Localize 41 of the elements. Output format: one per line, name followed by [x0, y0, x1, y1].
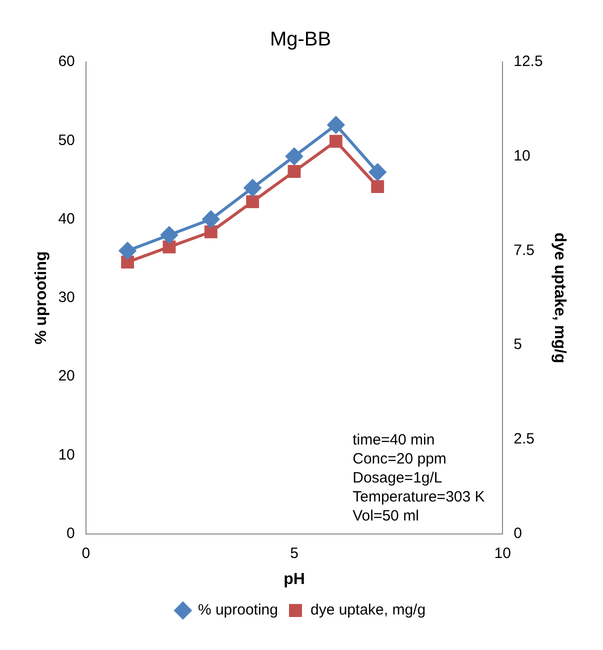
point: [286, 148, 303, 165]
legend-label: dye uptake, mg/g: [310, 602, 426, 619]
point: [204, 225, 218, 238]
y2-tick-label: 0: [514, 524, 522, 542]
y-tick-label: 40: [58, 210, 75, 228]
point: [162, 240, 176, 254]
point: [371, 180, 384, 194]
y2-tick-label: 10: [514, 148, 530, 164]
point: [329, 134, 342, 148]
y-axis-title: % uprooting: [33, 251, 50, 345]
y-tick-label: 20: [58, 368, 75, 385]
point: [327, 116, 344, 134]
y2-tick-label: 12.5: [514, 53, 543, 70]
y-tick-label: 10: [58, 446, 75, 464]
y2-tick-label: 5: [514, 336, 522, 354]
point: [202, 210, 220, 228]
y2-tick-label: 7.5: [514, 242, 534, 259]
point: [244, 179, 262, 196]
y-tick-label: 30: [58, 289, 75, 306]
y-tick-label: 60: [58, 53, 75, 70]
annotation: Vol=50 ml: [352, 507, 419, 524]
x-tick-label: 10: [494, 544, 511, 562]
point: [119, 242, 136, 260]
point: [288, 165, 301, 178]
y2-axis-title: dye uptake, mg/g: [550, 232, 568, 364]
annotation: Conc=20 ppm: [352, 450, 446, 468]
legend-label: % uprooting: [198, 602, 278, 619]
annotation: Temperature=303 K: [352, 488, 485, 506]
annotation: Dosage=1g/L: [352, 469, 442, 486]
point: [121, 256, 134, 268]
x-tick-label: 5: [290, 544, 298, 562]
x-tick-label: 0: [82, 544, 90, 562]
y2-tick-label: 2.5: [514, 430, 534, 448]
point: [369, 164, 386, 181]
chart-title: Mg-BB: [270, 28, 332, 51]
annotation: time=40 min: [352, 431, 435, 448]
point: [160, 226, 178, 244]
y-tick-label: 0: [66, 524, 75, 542]
y-tick-label: 50: [58, 132, 75, 149]
point: [246, 195, 260, 208]
x-axis-title: pH: [284, 570, 305, 588]
